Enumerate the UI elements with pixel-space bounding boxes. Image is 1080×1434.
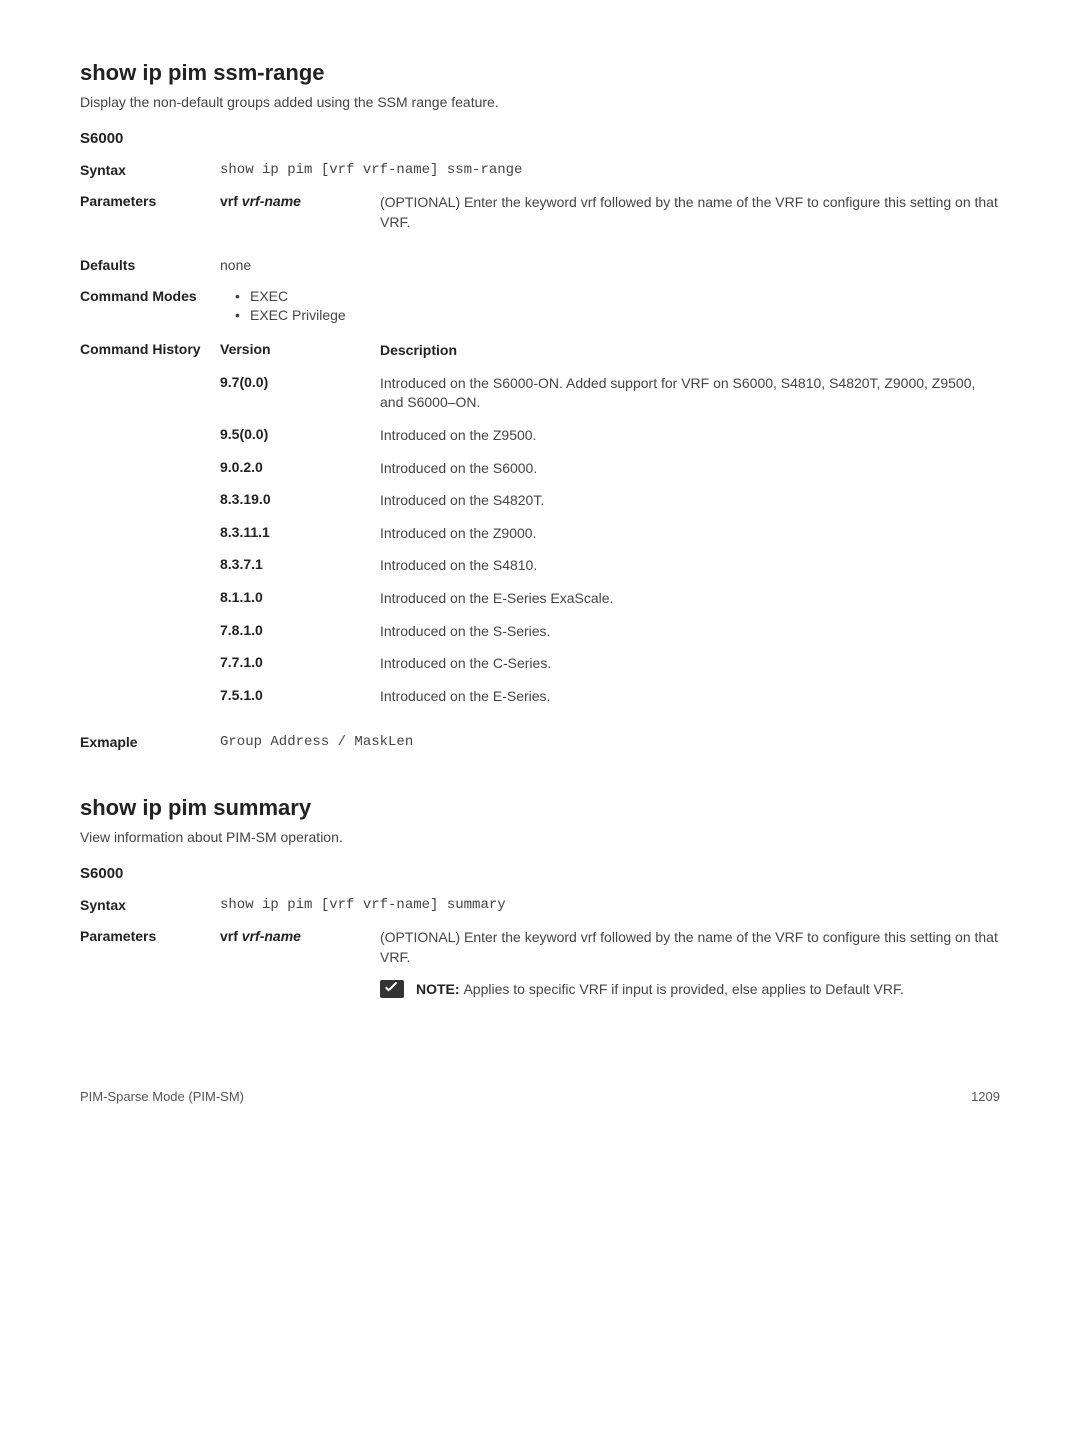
param-prefix: vrf [220, 928, 242, 944]
param-italic: vrf-name [242, 928, 301, 944]
footer-left: PIM-Sparse Mode (PIM-SM) [80, 1089, 244, 1104]
param-row: vrf vrf-name (OPTIONAL) Enter the keywor… [220, 928, 1000, 999]
version-cell: 8.3.7.1 [220, 556, 380, 576]
mode-item: EXEC Privilege [235, 307, 1000, 323]
section-description: Display the non-default groups added usi… [80, 94, 1000, 110]
param-desc-text: (OPTIONAL) Enter the keyword vrf followe… [380, 929, 998, 965]
param-name: vrf vrf-name [220, 928, 380, 999]
version-row: 8.3.19.0 Introduced on the S4820T. [220, 491, 1000, 511]
page-footer: PIM-Sparse Mode (PIM-SM) 1209 [80, 1089, 1000, 1104]
version-cell: 8.1.1.0 [220, 589, 380, 609]
param-italic: vrf-name [242, 193, 301, 209]
example-row: Exmaple Group Address / MaskLen [80, 734, 1000, 750]
description-cell: Introduced on the Z9000. [380, 524, 1000, 544]
version-cell: 7.7.1.0 [220, 654, 380, 674]
parameters-label: Parameters [80, 928, 220, 1009]
description-cell: Introduced on the E-Series. [380, 687, 1000, 707]
param-name: vrf vrf-name [220, 193, 380, 232]
modes-list: EXEC EXEC Privilege [220, 288, 1000, 323]
syntax-label: Syntax [80, 897, 220, 913]
model-label: S6000 [80, 130, 1000, 147]
example-label: Exmaple [80, 734, 220, 750]
param-row: vrf vrf-name (OPTIONAL) Enter the keywor… [220, 193, 1000, 232]
version-row: 9.5(0.0) Introduced on the Z9500. [220, 426, 1000, 446]
description-cell: Introduced on the S6000-ON. Added suppor… [380, 374, 1000, 413]
history-row: Command History Version Description 9.7(… [80, 341, 1000, 719]
note-label: NOTE: [416, 981, 463, 997]
section-description: View information about PIM-SM operation. [80, 829, 1000, 845]
param-description: (OPTIONAL) Enter the keyword vrf followe… [380, 193, 1000, 232]
version-cell: 9.7(0.0) [220, 374, 380, 413]
parameters-row: Parameters vrf vrf-name (OPTIONAL) Enter… [80, 928, 1000, 1009]
version-table: Version Description 9.7(0.0) Introduced … [220, 341, 1000, 706]
version-row: 7.5.1.0 Introduced on the E-Series. [220, 687, 1000, 707]
mode-item: EXEC [235, 288, 1000, 304]
version-header-row: Version Description [220, 341, 1000, 361]
version-header: Version [220, 341, 380, 361]
syntax-row: Syntax show ip pim [vrf vrf-name] ssm-ra… [80, 162, 1000, 178]
syntax-value: show ip pim [vrf vrf-name] summary [220, 897, 1000, 913]
description-header: Description [380, 341, 1000, 361]
note-body: Applies to specific VRF if input is prov… [463, 981, 903, 997]
example-value: Group Address / MaskLen [220, 734, 1000, 750]
version-row: 8.3.7.1 Introduced on the S4810. [220, 556, 1000, 576]
syntax-value: show ip pim [vrf vrf-name] ssm-range [220, 162, 1000, 178]
version-cell: 8.3.19.0 [220, 491, 380, 511]
version-row: 8.3.11.1 Introduced on the Z9000. [220, 524, 1000, 544]
version-cell: 9.0.2.0 [220, 459, 380, 479]
parameters-label: Parameters [80, 193, 220, 242]
description-cell: Introduced on the S4820T. [380, 491, 1000, 511]
description-cell: Introduced on the E-Series ExaScale. [380, 589, 1000, 609]
defaults-label: Defaults [80, 257, 220, 273]
version-row: 7.8.1.0 Introduced on the S-Series. [220, 622, 1000, 642]
modes-row: Command Modes EXEC EXEC Privilege [80, 288, 1000, 326]
modes-label: Command Modes [80, 288, 220, 326]
note-text: NOTE: Applies to specific VRF if input i… [416, 980, 904, 1000]
description-cell: Introduced on the S6000. [380, 459, 1000, 479]
description-cell: Introduced on the S4810. [380, 556, 1000, 576]
param-description: (OPTIONAL) Enter the keyword vrf followe… [380, 928, 1000, 999]
section-title: show ip pim summary [80, 795, 1000, 821]
description-cell: Introduced on the S-Series. [380, 622, 1000, 642]
history-label: Command History [80, 341, 220, 719]
version-cell: 9.5(0.0) [220, 426, 380, 446]
version-cell: 7.8.1.0 [220, 622, 380, 642]
version-row: 9.0.2.0 Introduced on the S6000. [220, 459, 1000, 479]
version-cell: 7.5.1.0 [220, 687, 380, 707]
syntax-label: Syntax [80, 162, 220, 178]
description-cell: Introduced on the Z9500. [380, 426, 1000, 446]
version-cell: 8.3.11.1 [220, 524, 380, 544]
version-row: 7.7.1.0 Introduced on the C-Series. [220, 654, 1000, 674]
parameters-row: Parameters vrf vrf-name (OPTIONAL) Enter… [80, 193, 1000, 242]
footer-right: 1209 [971, 1089, 1000, 1104]
note-row: NOTE: Applies to specific VRF if input i… [380, 980, 1000, 1000]
defaults-value: none [220, 257, 1000, 273]
model-label: S6000 [80, 865, 1000, 882]
description-cell: Introduced on the C-Series. [380, 654, 1000, 674]
note-icon [380, 980, 404, 998]
syntax-row: Syntax show ip pim [vrf vrf-name] summar… [80, 897, 1000, 913]
version-row: 9.7(0.0) Introduced on the S6000-ON. Add… [220, 374, 1000, 413]
version-row: 8.1.1.0 Introduced on the E-Series ExaSc… [220, 589, 1000, 609]
param-prefix: vrf [220, 193, 242, 209]
section-title: show ip pim ssm-range [80, 60, 1000, 86]
defaults-row: Defaults none [80, 257, 1000, 273]
section-summary: show ip pim summary View information abo… [80, 795, 1000, 1009]
section-ssm-range: show ip pim ssm-range Display the non-de… [80, 60, 1000, 750]
